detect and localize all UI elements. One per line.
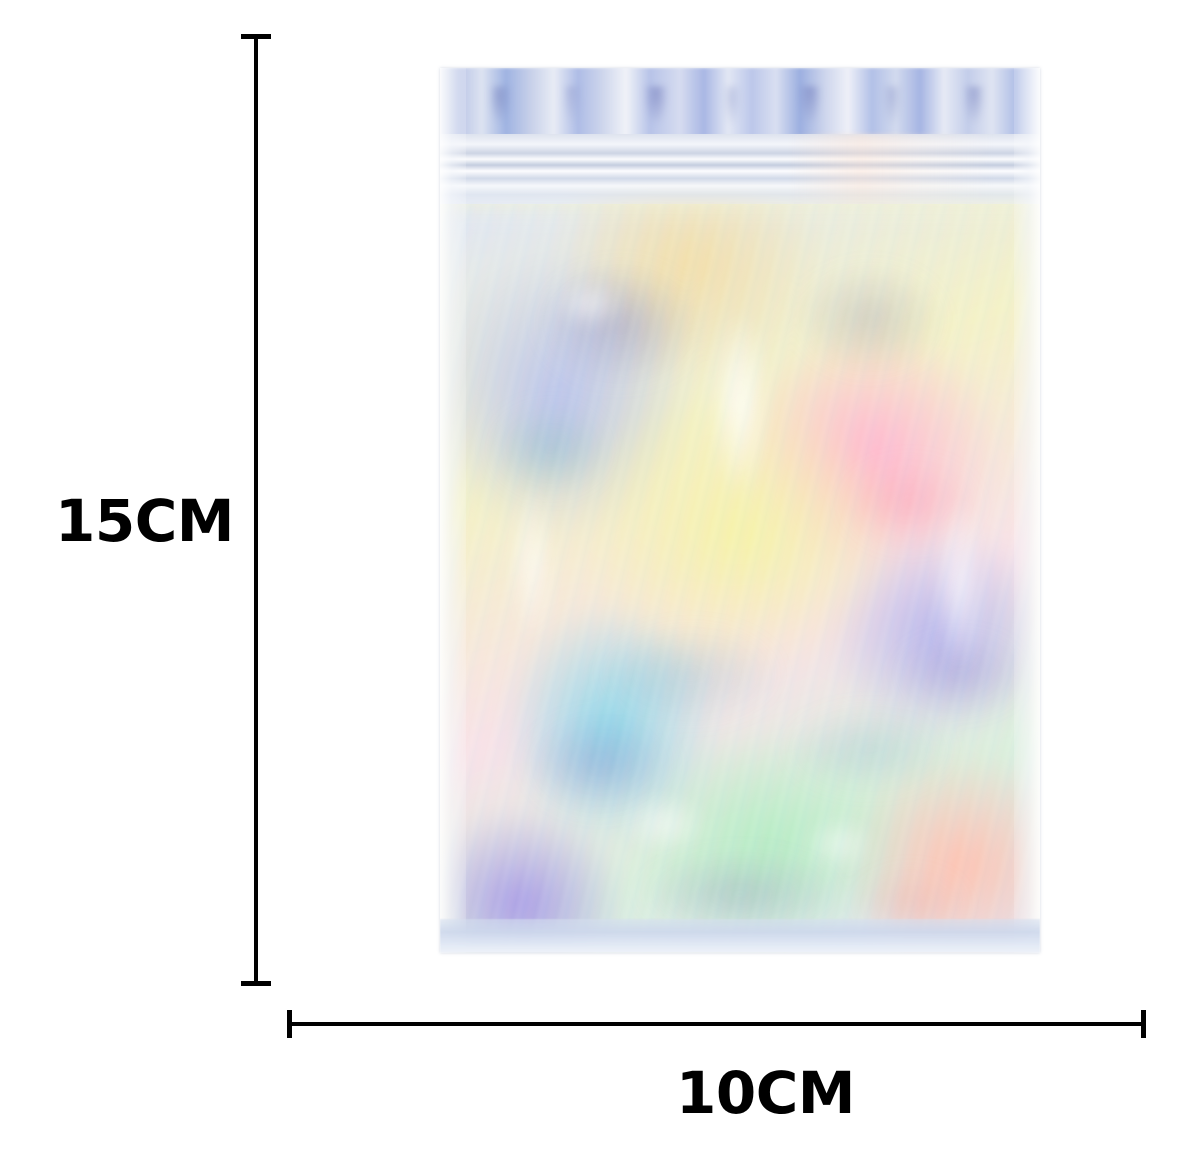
height-dimension-label: 15CM	[55, 487, 235, 555]
bag-top-flap-group	[440, 68, 1040, 953]
bag-right-side-seal	[1014, 68, 1040, 953]
holographic-bag	[440, 68, 1040, 953]
bag-holographic-body	[440, 204, 1040, 953]
width-dimension-cap-right	[1141, 1010, 1146, 1038]
width-dimension-label: 10CM	[676, 1059, 856, 1127]
bag-left-side-seal	[440, 68, 466, 953]
holographic-diffraction-stripes	[440, 204, 1040, 953]
width-dimension-shaft	[288, 1022, 1146, 1026]
height-dimension-cap-bottom	[241, 981, 271, 986]
holographic-highlights	[440, 204, 1040, 953]
bag-bottom-seal	[440, 919, 1040, 953]
height-dimension-shaft	[254, 36, 258, 985]
bag-zipper-seal	[440, 134, 1040, 208]
bag-zipper-sheen	[440, 134, 1040, 208]
